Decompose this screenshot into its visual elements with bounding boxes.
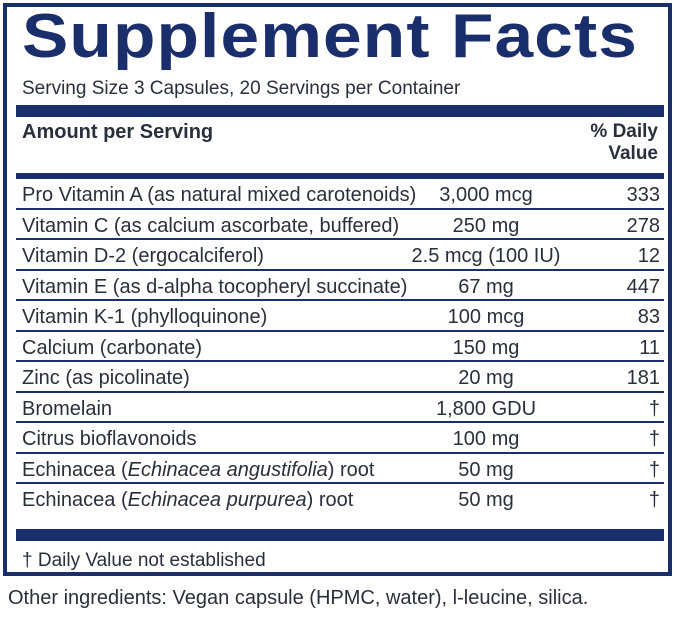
nutrient-name-species: Echinacea angustifolia bbox=[127, 458, 328, 481]
serving-size-line: Serving Size 3 Capsules, 20 Servings per… bbox=[22, 78, 461, 99]
divider-medium bbox=[16, 173, 664, 179]
nutrient-amount: 150 mg bbox=[452, 336, 520, 359]
nutrient-amount: 3,000 mcg bbox=[439, 184, 533, 206]
nutrient-name-suffix: ) root bbox=[306, 489, 354, 511]
nutrient-daily-value: † bbox=[648, 428, 660, 450]
nutrient-amount: 67 mg bbox=[458, 275, 514, 298]
nutrient-name: Bromelain bbox=[22, 397, 113, 420]
divider-thick-top bbox=[16, 105, 664, 117]
table-row: Echinacea (Echinacea purpurea) root 50 m… bbox=[16, 484, 664, 515]
nutrient-daily-value: † bbox=[648, 489, 660, 511]
table-row: Zinc (as picolinate) 20 mg 181 bbox=[16, 362, 664, 393]
daily-value-header-line1: % Daily bbox=[590, 121, 658, 142]
daily-value-header: % Daily Value bbox=[538, 121, 658, 165]
nutrient-name: Pro Vitamin A (as natural mixed caroteno… bbox=[22, 184, 417, 206]
nutrient-daily-value: 181 bbox=[626, 367, 660, 389]
nutrient-amount: 250 mg bbox=[452, 214, 520, 237]
nutrient-daily-value: 278 bbox=[626, 214, 660, 237]
nutrient-name: Zinc (as picolinate) bbox=[22, 367, 190, 389]
table-row: Vitamin E (as d-alpha tocopheryl succina… bbox=[16, 271, 664, 301]
daily-value-footnote: † Daily Value not established bbox=[22, 550, 266, 571]
nutrient-amount: 50 mg bbox=[458, 489, 514, 511]
table-row: Vitamin C (as calcium ascorbate, buffere… bbox=[16, 210, 664, 240]
table-row: Calcium (carbonate) 150 mg 11 bbox=[16, 332, 664, 362]
table-row: Vitamin D-2 (ergocalciferol) 2.5 mcg (10… bbox=[16, 240, 664, 271]
nutrient-table: Pro Vitamin A (as natural mixed caroteno… bbox=[16, 179, 664, 515]
nutrient-amount: 1,800 GDU bbox=[435, 397, 537, 420]
nutrient-daily-value: † bbox=[648, 458, 660, 481]
panel-title: Supplement Facts bbox=[22, 2, 638, 71]
nutrient-name: Vitamin E (as d-alpha tocopheryl succina… bbox=[22, 275, 408, 298]
nutrient-name-species: Echinacea purpurea bbox=[127, 489, 307, 511]
table-row: Pro Vitamin A (as natural mixed caroteno… bbox=[16, 179, 664, 210]
other-ingredients: Other ingredients: Vegan capsule (HPMC, … bbox=[8, 587, 589, 609]
nutrient-amount: 2.5 mcg (100 IU) bbox=[411, 245, 561, 267]
nutrient-amount: 100 mg bbox=[452, 428, 520, 450]
nutrient-name: Vitamin K-1 (phylloquinone) bbox=[22, 306, 268, 328]
table-row: Echinacea (Echinacea angustifolia) root … bbox=[16, 454, 664, 484]
nutrient-name: Citrus bioflavonoids bbox=[22, 428, 197, 450]
nutrient-amount: 20 mg bbox=[458, 367, 514, 389]
table-row: Bromelain 1,800 GDU † bbox=[16, 393, 664, 423]
nutrient-daily-value: 83 bbox=[637, 306, 660, 328]
supplement-facts-panel: Supplement Facts Serving Size 3 Capsules… bbox=[3, 2, 672, 576]
nutrient-name: Echinacea (Echinacea angustifolia) root bbox=[22, 459, 374, 482]
nutrient-daily-value: 447 bbox=[626, 275, 660, 298]
nutrient-name-suffix: ) root bbox=[327, 458, 375, 481]
nutrient-daily-value: † bbox=[648, 397, 660, 420]
nutrient-amount: 100 mcg bbox=[447, 306, 525, 328]
nutrient-daily-value: 333 bbox=[626, 184, 660, 206]
table-row: Citrus bioflavonoids 100 mg † bbox=[16, 423, 664, 454]
daily-value-header-line2: Value bbox=[608, 143, 658, 164]
nutrient-daily-value: 12 bbox=[637, 245, 660, 267]
nutrient-name: Vitamin C (as calcium ascorbate, buffere… bbox=[22, 214, 400, 237]
table-row: Vitamin K-1 (phylloquinone) 100 mcg 83 bbox=[16, 301, 664, 332]
nutrient-name: Echinacea (Echinacea purpurea) root bbox=[22, 489, 353, 512]
amount-per-serving-header: Amount per Serving bbox=[22, 121, 214, 143]
nutrient-name-prefix: Echinacea ( bbox=[22, 458, 128, 481]
nutrient-name-prefix: Echinacea ( bbox=[22, 489, 128, 511]
nutrient-name: Calcium (carbonate) bbox=[22, 336, 203, 359]
nutrient-name: Vitamin D-2 (ergocalciferol) bbox=[22, 245, 264, 267]
nutrient-amount: 50 mg bbox=[458, 458, 514, 481]
divider-thick-bottom bbox=[16, 529, 664, 541]
nutrient-daily-value: 11 bbox=[639, 336, 660, 359]
